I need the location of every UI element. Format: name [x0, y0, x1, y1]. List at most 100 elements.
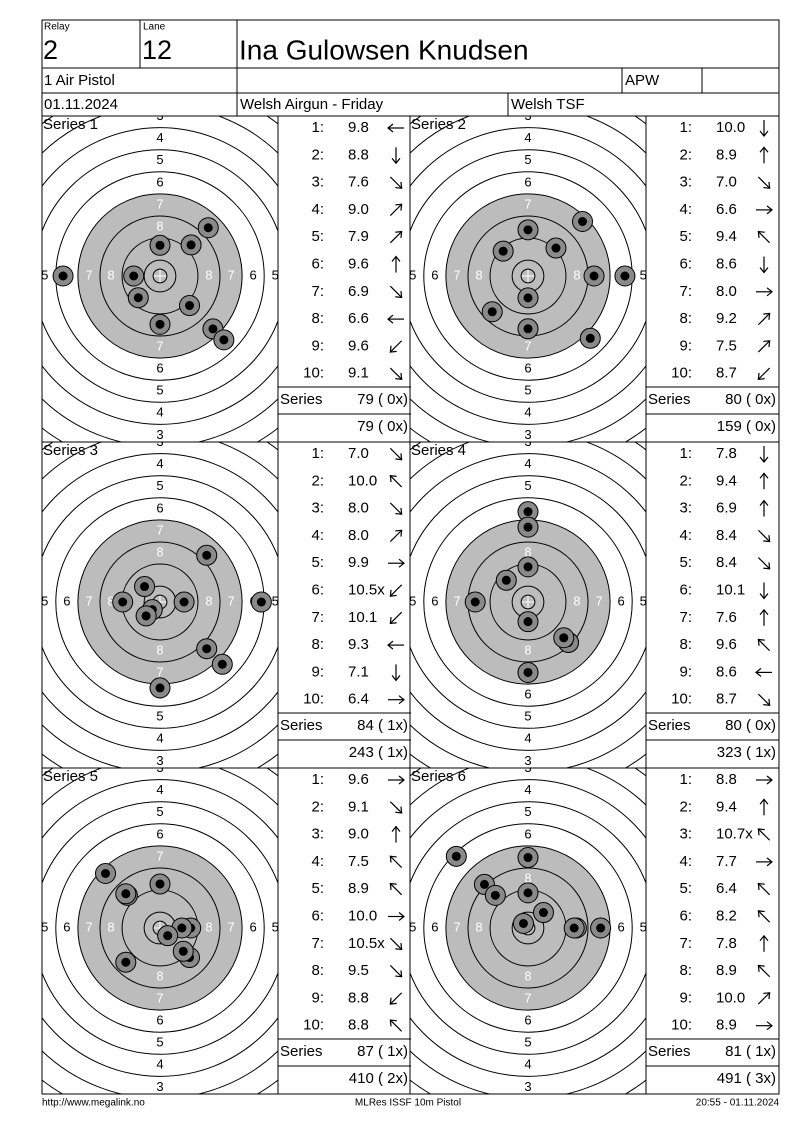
arrow-head: [398, 558, 405, 568]
shot-number: 5:: [311, 554, 324, 571]
direction-arrow: [757, 176, 771, 189]
arrow-shaft: [389, 529, 403, 542]
footer-left: http://www.megalink.no: [42, 1098, 145, 1109]
shot-score: 8.6: [716, 663, 737, 680]
arrow-shaft: [757, 828, 771, 841]
shot-core: [589, 271, 599, 281]
shot-number: 1:: [679, 445, 692, 462]
arrow-shaft: [389, 340, 403, 353]
shot-score: 7.9: [348, 228, 369, 245]
shot-core: [217, 659, 227, 669]
shot-core: [256, 597, 266, 607]
direction-arrow: [759, 608, 769, 626]
ring-label: 6: [156, 174, 163, 189]
shot-score: 7.6: [716, 609, 737, 626]
arrow-shaft: [389, 965, 403, 978]
shot-core: [487, 307, 497, 317]
shot-number: 9:: [311, 663, 324, 680]
series-title: Series 4: [411, 442, 466, 459]
arrow-shaft: [389, 992, 403, 1005]
shot-core: [163, 931, 173, 941]
club: Welsh TSF: [511, 96, 585, 113]
arrow-head: [757, 638, 765, 646]
ring-label: 6: [250, 919, 257, 934]
shot-number: 5:: [679, 554, 692, 571]
shot-number: 8:: [311, 636, 324, 653]
ring: [445, 193, 611, 359]
ring-label: 5: [41, 919, 48, 934]
shot-score: 7.6: [348, 174, 369, 191]
shot-core: [155, 240, 165, 250]
shot-score: 10.0: [716, 119, 745, 136]
arrow-head: [759, 130, 769, 137]
date: 01.11.2024: [44, 96, 118, 113]
direction-arrow: [389, 285, 403, 299]
inner-ten: [520, 268, 536, 284]
shot-core: [208, 324, 218, 334]
arrow-head: [391, 255, 401, 262]
ring-label: 5: [41, 593, 48, 608]
shot-core: [620, 271, 630, 281]
shot-core: [559, 633, 569, 643]
ring-label: 8: [107, 919, 114, 934]
ring-label: 7: [156, 848, 163, 863]
arrow-shaft: [757, 231, 771, 244]
shot-score: 7.7: [716, 853, 737, 870]
shot-score: 8.7: [716, 365, 737, 382]
arrow-head: [395, 181, 403, 189]
direction-arrow: [389, 584, 403, 597]
ring: [410, 475, 646, 729]
shot-score: 7.0: [348, 445, 369, 462]
arrow-head: [759, 267, 769, 274]
ring-label: 8: [156, 642, 163, 657]
ring-label: 8: [524, 544, 531, 559]
series-total: 80 ( 0x): [725, 391, 776, 408]
arrow-head: [398, 695, 405, 705]
arrow-head: [757, 828, 765, 836]
series-title: Series 5: [43, 768, 98, 785]
shot-number: 5:: [311, 880, 324, 897]
shot-number: 8:: [311, 962, 324, 979]
ring-label: 7: [85, 267, 92, 282]
shot-core: [585, 333, 595, 343]
cumulative-total: 159 ( 0x): [717, 418, 776, 435]
arrow-shaft: [757, 992, 771, 1005]
direction-arrow: [757, 340, 771, 353]
direction-arrow: [759, 499, 769, 517]
shot-score: 8.0: [348, 500, 369, 517]
shot-number: 7:: [311, 935, 324, 952]
direction-arrow: [757, 312, 771, 326]
arrow-head: [763, 992, 771, 1000]
series-title: Series 1: [43, 116, 98, 133]
ring-label: 5: [640, 267, 647, 282]
arrow-head: [387, 314, 394, 324]
ring: [42, 149, 278, 403]
ring-label: 5: [409, 919, 416, 934]
shot-score: 7.5: [716, 337, 737, 354]
ring-label: 4: [524, 456, 531, 471]
shot-score: 8.0: [348, 527, 369, 544]
ring-label: 8: [524, 642, 531, 657]
shot-score: 8.6: [716, 255, 737, 272]
direction-arrow: [757, 992, 771, 1005]
arrow-shaft: [757, 883, 771, 896]
shot-score: 7.0: [716, 174, 737, 191]
shot-core: [523, 888, 533, 898]
direction-arrow: [757, 367, 771, 381]
ring: [42, 475, 278, 729]
target: 33445555666677778888: [409, 768, 646, 1094]
ring-label: 5: [524, 709, 531, 724]
shot-score: 9.8: [348, 119, 369, 136]
shot-score: 9.4: [716, 472, 737, 489]
arrow-shaft: [389, 855, 403, 868]
shot-score: 9.2: [716, 310, 737, 327]
arrow-shaft: [389, 883, 403, 896]
shot-score: 8.9: [716, 1017, 737, 1034]
arrow-head: [389, 617, 397, 625]
ring-label: 7: [85, 919, 92, 934]
series-total: 84 ( 1x): [357, 717, 408, 734]
shot-number: 5:: [679, 880, 692, 897]
ring-label: 8: [475, 267, 482, 282]
direction-arrow: [757, 230, 771, 244]
ring-label: 7: [524, 991, 531, 1006]
